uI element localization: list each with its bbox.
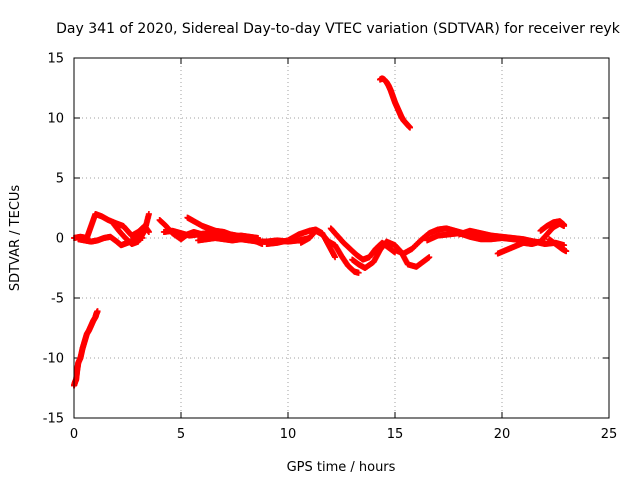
x-axis-label: GPS time / hours bbox=[287, 460, 396, 475]
series-track-c bbox=[109, 211, 152, 247]
series-track-p bbox=[537, 218, 568, 234]
x-tick-label: 25 bbox=[601, 427, 618, 442]
y-tick-label: 5 bbox=[56, 172, 64, 187]
y-tick-label: 0 bbox=[56, 232, 64, 247]
series-track-i bbox=[297, 227, 362, 276]
data-points bbox=[71, 75, 570, 389]
chart-title: Day 341 of 2020, Sidereal Day-to-day VTE… bbox=[56, 21, 621, 37]
x-tick-label: 20 bbox=[494, 427, 511, 442]
series-descent-start bbox=[71, 308, 101, 389]
y-tick-label: -10 bbox=[43, 352, 64, 367]
y-tick-label: 10 bbox=[47, 112, 64, 127]
x-tick-label: 15 bbox=[387, 427, 404, 442]
y-tick-label: 15 bbox=[47, 52, 64, 67]
x-tick-label: 5 bbox=[177, 427, 185, 442]
series-track-q bbox=[546, 236, 570, 255]
series-high-arc bbox=[377, 75, 413, 131]
y-tick-label: -5 bbox=[51, 292, 64, 307]
plot-area-frame bbox=[73, 57, 610, 419]
y-axis-label: SDTVAR / TECUs bbox=[8, 185, 23, 292]
x-tick-label: 0 bbox=[70, 427, 78, 442]
x-tick-label: 10 bbox=[280, 427, 297, 442]
y-tick-label: -15 bbox=[43, 412, 64, 427]
